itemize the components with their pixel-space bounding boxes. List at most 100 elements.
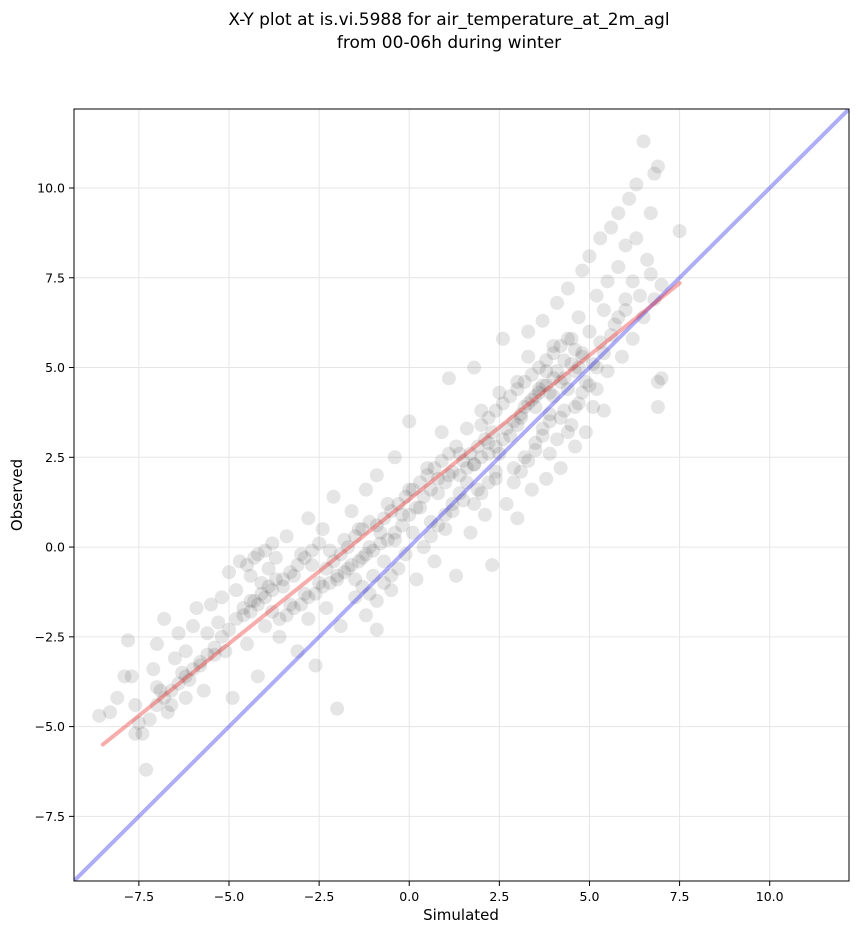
data-point (449, 568, 464, 583)
data-point (178, 669, 193, 684)
data-point (650, 374, 665, 389)
data-point (283, 597, 298, 612)
data-point (232, 554, 247, 569)
data-point (304, 543, 319, 558)
data-point (517, 450, 532, 465)
data-point (189, 601, 204, 616)
data-point (589, 382, 604, 397)
data-point (427, 554, 442, 569)
data-point (513, 410, 528, 425)
data-point (643, 206, 658, 221)
data-point (405, 525, 420, 540)
data-point (575, 385, 590, 400)
data-point (121, 633, 136, 648)
data-point (596, 303, 611, 318)
data-point (513, 464, 528, 479)
data-point (643, 267, 658, 282)
data-point (582, 378, 597, 393)
data-point (214, 629, 229, 644)
data-point (413, 500, 428, 515)
data-point (405, 482, 420, 497)
y-tick-label: 5.0 (45, 360, 65, 375)
data-point (308, 586, 323, 601)
data-point (459, 421, 474, 436)
data-point (290, 558, 305, 573)
data-point (348, 590, 363, 605)
data-point (301, 511, 316, 526)
x-axis-label: Simulated (423, 906, 499, 924)
data-point (149, 698, 164, 713)
plot-frame (73, 108, 850, 882)
data-point (564, 331, 579, 346)
data-point (611, 310, 626, 325)
data-point (229, 611, 244, 626)
data-point (650, 400, 665, 415)
data-point (647, 292, 662, 307)
data-point (398, 489, 413, 504)
data-point (467, 457, 482, 472)
data-point (568, 400, 583, 415)
data-point (445, 504, 460, 519)
data-point (207, 640, 222, 655)
data-point (575, 346, 590, 361)
data-point (225, 690, 240, 705)
regression-line (100, 281, 682, 747)
data-point (398, 547, 413, 562)
data-point (596, 403, 611, 418)
data-point (402, 507, 417, 522)
data-point (312, 536, 327, 551)
data-point (178, 644, 193, 659)
data-point (175, 665, 190, 680)
data-point (240, 558, 255, 573)
data-point (330, 701, 345, 716)
data-point (539, 471, 554, 486)
data-point (409, 500, 424, 515)
x-tick-label: −2.5 (304, 889, 334, 904)
data-point (550, 295, 565, 310)
data-point (481, 475, 496, 490)
data-point (618, 292, 633, 307)
data-point (481, 435, 496, 450)
data-point (629, 177, 644, 192)
data-point (391, 561, 406, 576)
data-point (571, 360, 586, 375)
data-point (625, 274, 640, 289)
data-point (553, 374, 568, 389)
data-point (452, 486, 467, 501)
x-tick-label: −5.0 (214, 889, 244, 904)
data-point (438, 507, 453, 522)
data-point (261, 561, 276, 576)
data-point (218, 644, 233, 659)
data-point (636, 134, 651, 149)
data-point (369, 593, 384, 608)
data-point (301, 590, 316, 605)
data-point (157, 611, 172, 626)
data-point (131, 716, 146, 731)
data-point (236, 601, 251, 616)
data-point (654, 371, 669, 386)
data-point (178, 690, 193, 705)
data-point (535, 428, 550, 443)
data-point (315, 522, 330, 537)
data-point (604, 328, 619, 343)
data-point (229, 583, 244, 598)
data-point (254, 586, 269, 601)
data-point (250, 597, 265, 612)
data-point (586, 400, 601, 415)
data-point (546, 338, 561, 353)
data-point (568, 364, 583, 379)
data-point (600, 274, 615, 289)
data-point (258, 590, 273, 605)
data-point (640, 252, 655, 267)
data-point (402, 482, 417, 497)
data-point (596, 346, 611, 361)
data-point (532, 385, 546, 400)
data-point (286, 568, 301, 583)
data-point (330, 572, 345, 587)
data-point (380, 532, 395, 547)
data-point (564, 417, 579, 432)
data-point (185, 662, 200, 677)
data-point (542, 407, 557, 422)
data-point (506, 461, 521, 476)
data-point (632, 288, 647, 303)
